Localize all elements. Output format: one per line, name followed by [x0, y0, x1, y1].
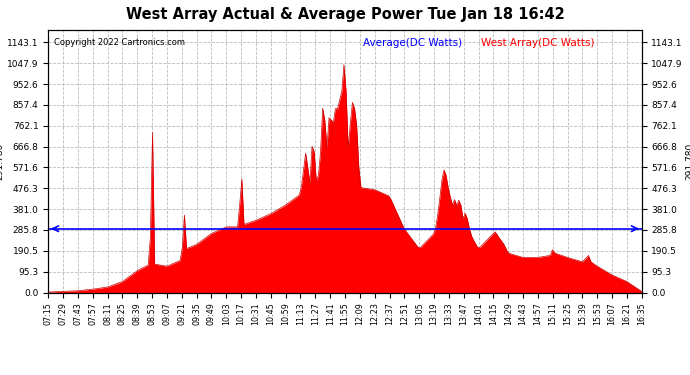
- Y-axis label: 291.780: 291.780: [686, 142, 690, 180]
- Text: Copyright 2022 Cartronics.com: Copyright 2022 Cartronics.com: [55, 38, 185, 47]
- Text: West Array Actual & Average Power Tue Jan 18 16:42: West Array Actual & Average Power Tue Ja…: [126, 8, 564, 22]
- Y-axis label: 291.780: 291.780: [0, 142, 4, 180]
- Text: West Array(DC Watts): West Array(DC Watts): [482, 38, 595, 48]
- Text: Average(DC Watts): Average(DC Watts): [363, 38, 462, 48]
